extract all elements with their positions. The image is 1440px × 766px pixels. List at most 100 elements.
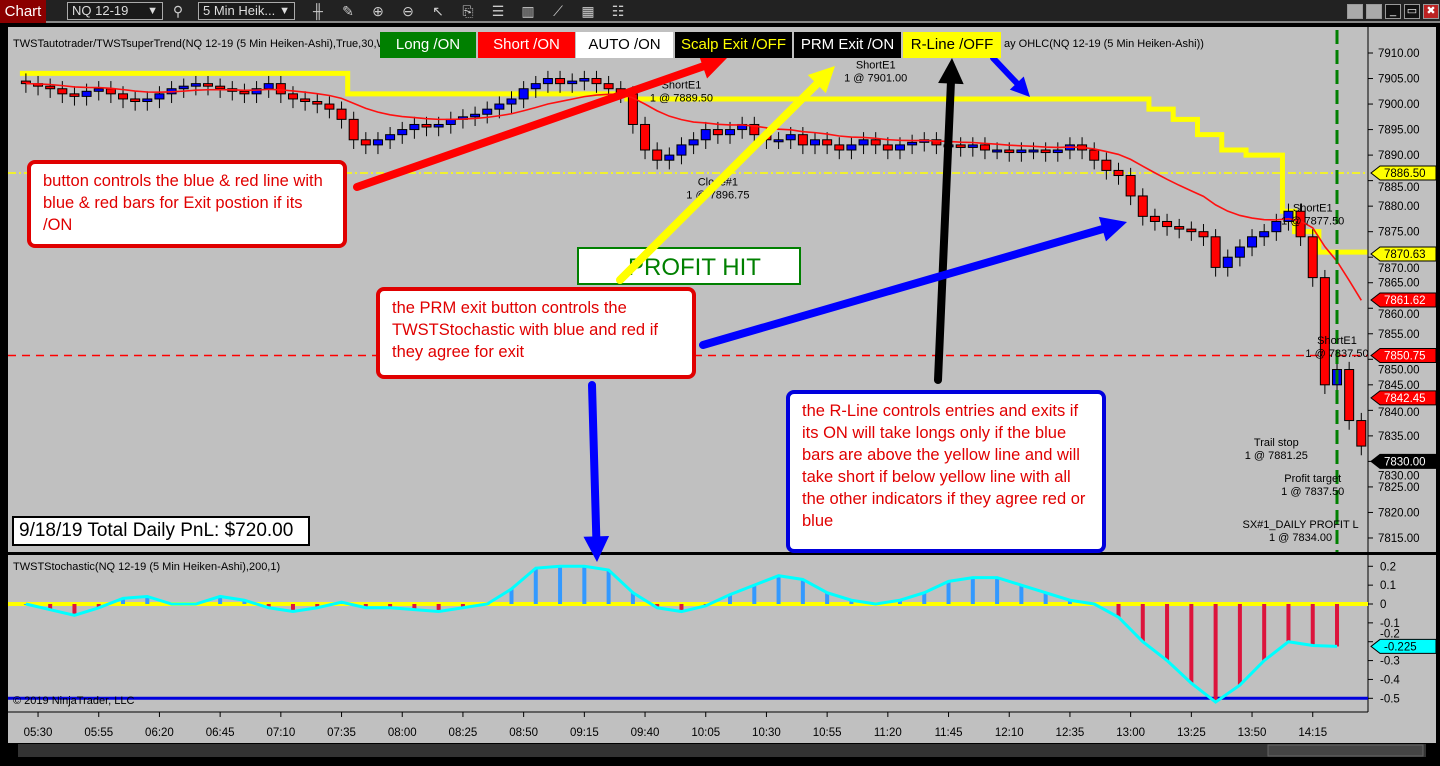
candle-down bbox=[239, 90, 250, 95]
close-icon[interactable]: ✖ bbox=[1423, 4, 1439, 19]
time-tick-label: 12:35 bbox=[1056, 727, 1085, 739]
data-box-icon[interactable]: ⎘ bbox=[462, 3, 474, 19]
candle bbox=[1271, 213, 1282, 241]
trade-label: Trail stop bbox=[1254, 437, 1299, 449]
time-tick-label: 10:55 bbox=[813, 727, 842, 739]
stoch-histogram-bar bbox=[1116, 604, 1121, 618]
trade-label: Profit target bbox=[1284, 473, 1341, 485]
toggle-scalp-exit-button[interactable]: Scalp Exit /OFF bbox=[675, 32, 792, 58]
price-marker bbox=[1370, 347, 1437, 363]
search-icon[interactable]: ⚲ bbox=[172, 3, 184, 19]
candle bbox=[1028, 142, 1039, 160]
trade-label-price: 1 @ 7837.50 bbox=[1305, 348, 1368, 360]
stoch-histogram-bar bbox=[1237, 604, 1242, 686]
bar-type-icon[interactable]: ╫ bbox=[313, 3, 323, 19]
scrollbar-thumb[interactable] bbox=[1267, 744, 1424, 757]
candle-up bbox=[858, 139, 869, 146]
candle-up bbox=[688, 139, 699, 146]
maximize-icon[interactable]: ▭ bbox=[1404, 4, 1420, 19]
stoch-histogram-bar bbox=[242, 600, 247, 604]
window-button-2[interactable] bbox=[1366, 4, 1382, 19]
blue-arrow-head bbox=[1098, 216, 1127, 242]
candle-down bbox=[652, 149, 663, 161]
candle-down bbox=[69, 93, 80, 97]
stoch-tick-label: -0.1 bbox=[1380, 618, 1400, 630]
toggle-r-line-button[interactable]: R-Line /OFF bbox=[903, 32, 1001, 58]
candle-up bbox=[494, 103, 505, 110]
price-tick-label: 7850.00 bbox=[1378, 364, 1420, 376]
zoom-in-icon[interactable]: ⊕ bbox=[372, 3, 384, 19]
pointer-icon[interactable]: ↖ bbox=[432, 3, 444, 19]
interval-selector[interactable]: 5 Min Heik... ▼ bbox=[198, 2, 295, 20]
scroll-right-button[interactable] bbox=[1426, 744, 1436, 757]
toggle-prm-exit-button[interactable]: PRM Exit /ON bbox=[794, 32, 901, 58]
price-tick-label: 7880.00 bbox=[1378, 201, 1420, 213]
time-tick-label: 06:45 bbox=[206, 727, 235, 739]
minimize-icon[interactable]: _ bbox=[1385, 4, 1401, 19]
candle bbox=[360, 132, 371, 155]
properties-icon[interactable]: ☰ bbox=[491, 3, 505, 19]
stoch-histogram-bar bbox=[145, 596, 150, 604]
price-tick-label: 7900.00 bbox=[1378, 99, 1420, 111]
candle-up bbox=[482, 108, 493, 115]
candle-down bbox=[822, 139, 833, 146]
toggle-short-button[interactable]: Short /ON bbox=[478, 32, 575, 58]
stoch-histogram-bar bbox=[970, 577, 975, 604]
indicator-label-tail: ay OHLC(NQ 12-19 (5 Min Heiken-Ashi)) bbox=[1004, 38, 1204, 50]
blue-arrow-down-head bbox=[583, 536, 610, 562]
time-tick-label: 08:00 bbox=[388, 727, 417, 739]
candle bbox=[57, 81, 68, 104]
stoch-histogram-bar bbox=[1286, 604, 1291, 642]
list-icon[interactable]: ☷ bbox=[611, 3, 625, 19]
candle bbox=[336, 101, 347, 129]
chart-trader-icon[interactable]: ▥ bbox=[521, 3, 535, 19]
candle bbox=[992, 142, 1003, 160]
price-tick-label: 7845.00 bbox=[1378, 380, 1420, 392]
strategies-icon[interactable]: ▦ bbox=[581, 3, 595, 19]
candle bbox=[1222, 249, 1233, 277]
instrument-selector[interactable]: NQ 12-19 ▼ bbox=[67, 2, 163, 20]
stoch-value-marker bbox=[1370, 638, 1437, 654]
time-tick-label: 07:10 bbox=[266, 727, 295, 739]
candle-up bbox=[154, 93, 165, 100]
candle-down bbox=[324, 103, 335, 110]
toggle-auto-button[interactable]: AUTO /ON bbox=[576, 32, 673, 58]
candle bbox=[749, 116, 760, 144]
trade-label-price: 1 @ 7881.25 bbox=[1245, 450, 1308, 462]
time-tick-label: 11:20 bbox=[874, 727, 902, 739]
candle bbox=[810, 132, 820, 155]
candle-down bbox=[45, 85, 56, 90]
toggle-long-button[interactable]: Long /ON bbox=[380, 32, 476, 58]
trade-label: ShortE1 bbox=[856, 59, 896, 71]
yellow-arrow-head bbox=[807, 66, 835, 94]
candle-down bbox=[275, 83, 286, 95]
stoch-tick-label: 0 bbox=[1380, 599, 1386, 611]
price-marker bbox=[1370, 246, 1437, 262]
candle bbox=[1356, 412, 1367, 456]
candle-up bbox=[700, 129, 711, 141]
blue-arrow-small bbox=[990, 55, 1020, 87]
stoch-histogram-bar bbox=[460, 604, 465, 608]
candle-down bbox=[360, 139, 371, 146]
zoom-out-icon[interactable]: ⊖ bbox=[402, 3, 414, 19]
scroll-left-button[interactable] bbox=[8, 744, 18, 757]
candle-down bbox=[57, 88, 68, 95]
draw-tool-icon[interactable]: ✎ bbox=[342, 3, 354, 19]
price-marker bbox=[1370, 165, 1437, 181]
candle bbox=[190, 75, 201, 96]
candle-up bbox=[1271, 220, 1282, 233]
candle-up bbox=[385, 134, 396, 141]
indicators-icon[interactable]: ⟋ bbox=[553, 3, 563, 19]
stochastic-axis bbox=[1370, 555, 1436, 711]
candle bbox=[1101, 152, 1112, 180]
stoch-histogram-bar bbox=[606, 570, 611, 604]
candle-up bbox=[530, 83, 541, 90]
stoch-histogram-bar bbox=[1165, 604, 1170, 661]
candle bbox=[1174, 218, 1185, 239]
horizontal-scrollbar[interactable] bbox=[8, 744, 1436, 757]
candle-up bbox=[1016, 149, 1027, 154]
candle bbox=[688, 132, 699, 155]
price-marker-label: 7830.00 bbox=[1384, 456, 1426, 468]
window-button-1[interactable] bbox=[1347, 4, 1363, 19]
